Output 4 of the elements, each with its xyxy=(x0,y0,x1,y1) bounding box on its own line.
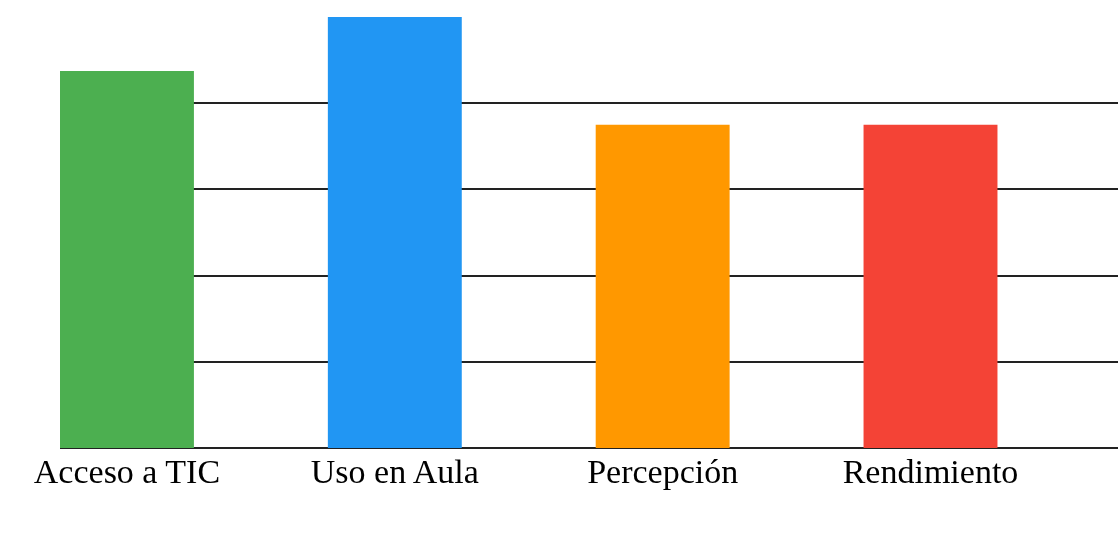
x-tick-label: Uso en Aula xyxy=(310,453,479,490)
x-tick-label: Rendimiento xyxy=(842,453,1019,490)
x-tick-label: Percepción xyxy=(587,453,739,490)
x-tick-label: Acceso a TIC xyxy=(33,453,221,490)
